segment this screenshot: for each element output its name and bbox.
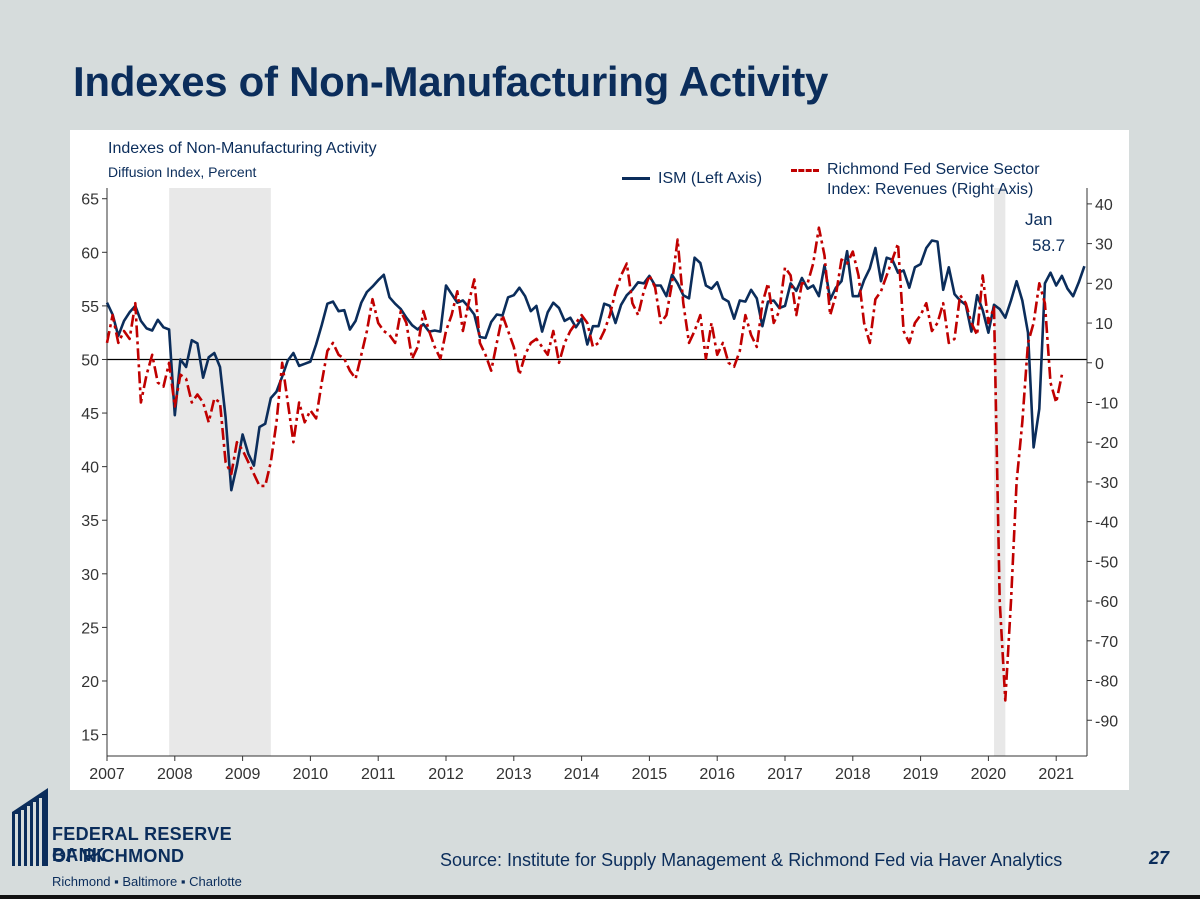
x-tick-label: 2021 xyxy=(1038,766,1074,783)
y-right-tick-label: 10 xyxy=(1095,316,1113,333)
legend-item-richmond: Richmond Fed Service Sector Index: Revenu… xyxy=(791,160,1040,200)
x-tick-label: 2015 xyxy=(632,766,668,783)
y-right-tick-label: -30 xyxy=(1095,475,1118,492)
y-left-tick-label: 20 xyxy=(81,674,99,691)
x-tick-label: 2007 xyxy=(89,766,125,783)
logo-building-icon xyxy=(12,788,48,866)
recession-band-0 xyxy=(169,188,271,756)
chart-subtitle: Diffusion Index, Percent xyxy=(108,164,257,180)
y-left-tick-label: 50 xyxy=(81,352,99,369)
logo-line1: FEDERAL RESERVE BANK xyxy=(52,824,232,865)
x-tick-label: 2013 xyxy=(496,766,532,783)
x-tick-label: 2019 xyxy=(903,766,939,783)
x-tick-label: 2018 xyxy=(835,766,871,783)
x-tick-label: 2011 xyxy=(361,766,396,783)
annotation-label: Jan xyxy=(1025,210,1053,229)
y-left-tick-label: 40 xyxy=(81,460,99,477)
y-right-tick-label: 30 xyxy=(1095,237,1113,254)
y-right-tick-label: -50 xyxy=(1095,554,1118,571)
y-right-tick-label: -80 xyxy=(1095,674,1118,691)
chart-panel: 15 20 25 30 35 40 45 50 55 60 65 40 30 20 10 0 -10 -20 -30… xyxy=(70,130,1129,790)
series-line-ism xyxy=(105,239,1086,492)
slide-title: Indexes of Non-Manufacturing Activity xyxy=(73,58,829,105)
x-tick-label: 2014 xyxy=(564,766,600,783)
y-right-tick-label: -70 xyxy=(1095,634,1118,651)
y-right-tick-label: 0 xyxy=(1095,356,1104,373)
x-tick-label: 2016 xyxy=(699,766,735,783)
y-left-tick-label: 25 xyxy=(81,620,99,637)
y-right-tick-label: -60 xyxy=(1095,594,1118,611)
logo-line3: Richmond ▪ Baltimore ▪ Charlotte xyxy=(52,874,242,889)
y-left-tick-label: 45 xyxy=(81,406,99,423)
y-left-tick-label: 35 xyxy=(81,513,99,530)
x-tick-label: 2020 xyxy=(971,766,1007,783)
legend-swatch-richmond xyxy=(791,169,819,172)
annotation-value: 58.7 xyxy=(1032,236,1066,255)
legend-label-richmond: Richmond Fed Service Sector Index: Revenu… xyxy=(827,161,1040,198)
legend-item-ism: ISM (Left Axis) xyxy=(622,170,762,188)
y-right-tick-label: 40 xyxy=(1095,197,1113,214)
x-tick-label: 2010 xyxy=(293,766,329,783)
x-tick-label: 2008 xyxy=(157,766,193,783)
y-right-tick-label: -40 xyxy=(1095,515,1118,532)
recession-band-1 xyxy=(994,188,1006,756)
y-left-tick-label: 60 xyxy=(81,245,99,262)
bottom-rule xyxy=(0,895,1200,899)
series-line-richmond-revenues xyxy=(105,226,1064,702)
y-right-tick-label: -10 xyxy=(1095,395,1118,412)
y-right-tick-label: 20 xyxy=(1095,276,1113,293)
chart-title: Indexes of Non-Manufacturing Activity xyxy=(108,140,377,157)
y-left-tick-label: 15 xyxy=(81,728,99,745)
y-right-tick-label: -20 xyxy=(1095,435,1118,452)
page-number: 27 xyxy=(1149,848,1170,868)
legend-label-ism: ISM (Left Axis) xyxy=(658,170,763,187)
y-left-tick-label: 30 xyxy=(81,567,99,584)
y-right-tick-label: -90 xyxy=(1095,713,1118,730)
y-left-tick-label: 55 xyxy=(81,299,99,316)
y-left-tick-label: 65 xyxy=(81,192,99,209)
logo-line2: OF RICHMOND xyxy=(52,846,185,866)
source-note: Source: Institute for Supply Management … xyxy=(440,850,1063,870)
frb-richmond-logo: FEDERAL RESERVE BANK OF RICHMOND Richmon… xyxy=(10,782,270,894)
x-tick-label: 2012 xyxy=(428,766,464,783)
x-tick-label: 2009 xyxy=(225,766,261,783)
legend-swatch-ism xyxy=(622,177,650,181)
x-tick-label: 2017 xyxy=(767,766,803,783)
